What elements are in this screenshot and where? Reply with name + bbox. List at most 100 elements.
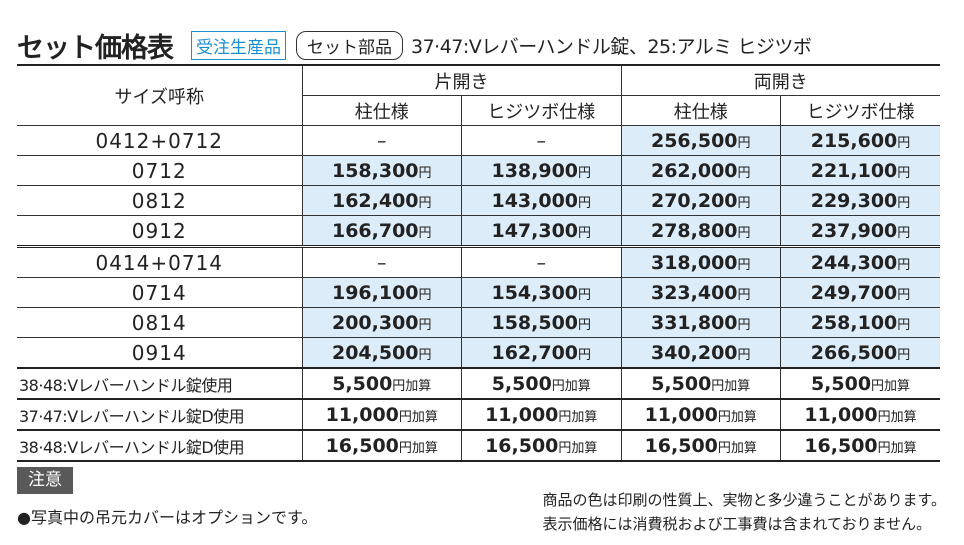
price-cell: – — [461, 125, 622, 156]
unit: 円加算 — [717, 409, 757, 425]
amount: 147,300 — [491, 219, 579, 242]
amount: 16,500 — [485, 434, 559, 457]
price-cell: 331,800円 — [620, 307, 781, 338]
amount: 143,000 — [491, 189, 579, 212]
table-row: 38·48:Vレバーハンドル錠D使用 16,500円加算 16,500円加算 16,5… — [17, 429, 940, 462]
price-cell: – — [461, 245, 622, 278]
unit: 円 — [578, 317, 592, 333]
unit: 円 — [737, 257, 751, 273]
price-cell: 340,200円 — [620, 337, 781, 369]
price-cell: 270,200円 — [620, 185, 781, 216]
price-cell: 158,300円 — [301, 155, 462, 186]
amount: 16,500 — [644, 434, 718, 457]
unit: 円 — [897, 165, 911, 181]
size-header: サイズ呼称 — [17, 64, 303, 126]
price-cell: 11,000円加算 — [620, 398, 781, 431]
table-row: 0712 158,300円 138,900円 262,000円 221,100円 — [17, 155, 940, 186]
price-cell: 16,500円加算 — [620, 429, 781, 462]
amount: 278,800 — [650, 219, 738, 242]
table-row: 0912 166,700円 147,300円 278,800円 237,900円 — [17, 215, 940, 247]
amount: 11,000 — [804, 403, 878, 426]
amount: 166,700 — [331, 219, 419, 242]
size-label: 0414+0714 — [17, 245, 303, 278]
amount: – — [536, 129, 547, 152]
amount: 221,100 — [810, 159, 898, 182]
unit: 円 — [897, 225, 911, 241]
amount: 200,300 — [331, 311, 419, 334]
amount: – — [377, 129, 387, 152]
table-row: 0414+0714– –318,000円 244,300円 — [17, 245, 940, 278]
amount: 158,300 — [331, 159, 419, 182]
unit: 円 — [737, 317, 751, 333]
amount: 204,500 — [331, 341, 419, 364]
unit: 円 — [737, 165, 751, 181]
unit: 円 — [418, 317, 432, 333]
amount: 16,500 — [804, 434, 878, 457]
amount: 237,900 — [810, 219, 898, 242]
amount: 331,800 — [650, 311, 738, 334]
table-row: 37·47:Vレバーハンドル錠D使用 11,000円加算 11,000円加算 11,0… — [17, 398, 940, 431]
amount: 11,000 — [644, 403, 718, 426]
table-row: 0714 196,100円 154,300円 323,400円 249,700円 — [17, 277, 940, 308]
unit: 円 — [897, 257, 911, 273]
column-header: 柱仕様 — [620, 95, 781, 126]
price-cell: 266,500円 — [780, 337, 940, 369]
price-cell: 221,100円 — [780, 155, 940, 186]
amount: 162,400 — [331, 189, 419, 212]
amount: 11,000 — [485, 403, 559, 426]
group-header: 片開き — [301, 64, 622, 96]
unit: 円 — [737, 195, 751, 211]
notice-label: 注意 — [17, 467, 73, 494]
unit: 円加算 — [711, 378, 751, 394]
price-cell: – — [301, 125, 462, 156]
unit: 円 — [578, 165, 592, 181]
price-cell: 166,700円 — [301, 215, 462, 247]
header: セット価格表 受注生産品 セット部品 37·47:Vレバーハンドル錠、25:アル… — [17, 26, 812, 65]
price-cell: 5,500円加算 — [780, 367, 940, 400]
amount: 340,200 — [650, 341, 738, 364]
amount: 256,500 — [650, 129, 738, 152]
unit: 円 — [737, 135, 751, 151]
price-cell: 138,900円 — [461, 155, 622, 186]
table-row: 0914 204,500円 162,700円 340,200円 266,500円 — [17, 337, 940, 369]
notes: 商品の色は印刷の性質上、実物と多少違うことがあります。 表示価格には消費税および… — [542, 488, 946, 536]
column-header: ヒジツボ仕様 — [780, 95, 940, 126]
amount: 138,900 — [491, 159, 579, 182]
amount: 158,500 — [491, 311, 579, 334]
amount: 229,300 — [810, 189, 898, 212]
unit: 円 — [897, 195, 911, 211]
unit: 円加算 — [877, 409, 917, 425]
note: 表示価格には消費税および工事費は含まれておりません。 — [542, 515, 932, 533]
price-cell: 249,700円 — [780, 277, 940, 308]
unit: 円 — [578, 347, 592, 363]
price-cell: 16,500円加算 — [461, 429, 622, 462]
amount: 270,200 — [650, 189, 738, 212]
amount: 11,000 — [325, 403, 399, 426]
description: 37·47:Vレバーハンドル錠、25:アルミ ヒジツボ — [411, 36, 812, 58]
size-label: 0912 — [17, 215, 303, 247]
column-header: 柱仕様 — [302, 95, 462, 126]
size-label: 0412+0712 — [17, 125, 303, 156]
amount: – — [536, 251, 547, 274]
amount: 196,100 — [331, 281, 419, 304]
amount: 5,500 — [332, 372, 393, 395]
price-cell: 318,000円 — [620, 245, 781, 278]
unit: 円加算 — [392, 378, 432, 394]
amount: 162,700 — [491, 341, 579, 364]
unit: 円 — [897, 317, 911, 333]
unit: 円加算 — [871, 378, 911, 394]
size-label: 37·47:Vレバーハンドル錠D使用 — [17, 398, 303, 431]
title: セット価格表 — [17, 33, 174, 64]
amount: 262,000 — [650, 159, 738, 182]
price-cell: 11,000円加算 — [461, 398, 622, 431]
price-cell: 16,500円加算 — [780, 429, 940, 462]
group-header: 両開き — [620, 64, 940, 96]
amount: 249,700 — [810, 281, 898, 304]
price-cell: 323,400円 — [620, 277, 781, 308]
price-cell: 154,300円 — [461, 277, 622, 308]
unit: 円 — [418, 347, 432, 363]
amount: 5,500 — [651, 372, 712, 395]
price-cell: 244,300円 — [780, 245, 940, 278]
amount: 154,300 — [491, 281, 579, 304]
